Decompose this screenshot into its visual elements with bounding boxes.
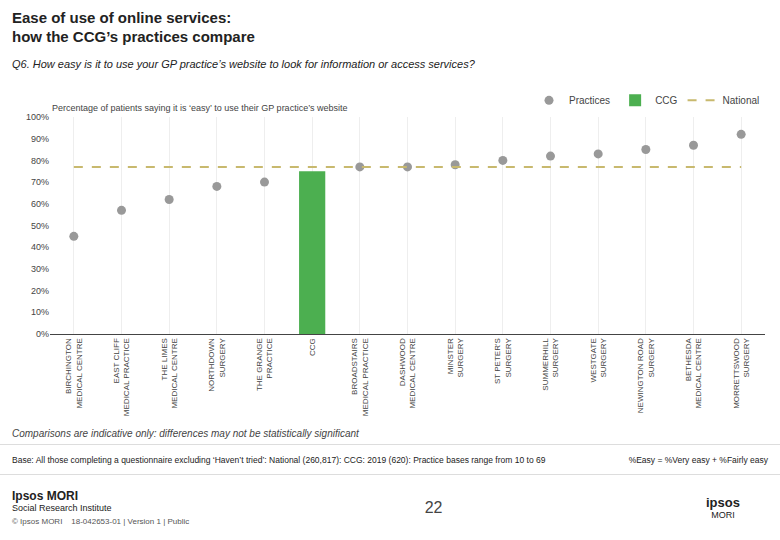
html-text:Ease of use of online services: Ease of use of online services: how the … xyxy=(12,9,255,45)
svg-text:100%: 100% xyxy=(26,112,49,122)
svg-text:NEWINGTON ROADSURGERY: NEWINGTON ROADSURGERY xyxy=(636,338,655,414)
svg-text:THE GRANGEPRACTICE: THE GRANGEPRACTICE xyxy=(255,338,274,391)
svg-text:10%: 10% xyxy=(31,307,49,317)
html-text:%Easy = %Very easy + %Fairly e: %Easy = %Very easy + %Fairly easy xyxy=(628,454,768,465)
html-text:Social Research Institute: Social Research Institute xyxy=(12,503,112,513)
svg-text:80%: 80% xyxy=(31,156,49,166)
html-text:© Ipsos MORI 18-042653-01 | Ve: © Ipsos MORI 18-042653-01 | Version 1 | … xyxy=(12,517,190,526)
html-text:22: 22 xyxy=(424,498,443,516)
svg-text:20%: 20% xyxy=(31,286,49,296)
svg-text:Percentage of patients saying: Percentage of patients saying it is ‘eas… xyxy=(52,103,348,113)
svg-text:30%: 30% xyxy=(31,264,49,274)
svg-text:ST PETER'SSURGERY: ST PETER'SSURGERY xyxy=(493,338,512,385)
svg-text:SUMMERHILLSURGERY: SUMMERHILLSURGERY xyxy=(541,338,560,391)
svg-text:EAST CLIFFMEDICAL PRACTICE: EAST CLIFFMEDICAL PRACTICE xyxy=(112,338,131,416)
svg-text:50%: 50% xyxy=(31,221,49,231)
html-text:ipsos: ipsos xyxy=(706,495,740,510)
svg-text:National: National xyxy=(723,95,760,106)
html-text:Q6. How easy is it to use your: Q6. How easy is it to use your GP practi… xyxy=(12,58,475,70)
svg-text:60%: 60% xyxy=(31,199,49,209)
svg-text:MORRETTSWOODSURGERY: MORRETTSWOODSURGERY xyxy=(732,338,751,409)
svg-text:0%: 0% xyxy=(36,329,49,339)
svg-text:40%: 40% xyxy=(31,242,49,252)
svg-text:NORTHDOWNSURGERY: NORTHDOWNSURGERY xyxy=(207,338,226,392)
html-text:MORI: MORI xyxy=(711,510,735,520)
svg-text:DASHWOODMEDICAL CENTRE: DASHWOODMEDICAL CENTRE xyxy=(398,338,417,409)
html-text:Ipsos MORI: Ipsos MORI xyxy=(12,489,78,503)
svg-text:90%: 90% xyxy=(31,134,49,144)
svg-text:MINSTERSURGERY: MINSTERSURGERY xyxy=(446,338,465,378)
svg-text:THE LIMESMEDICAL CENTRE: THE LIMESMEDICAL CENTRE xyxy=(160,338,179,408)
svg-text:BIRCHINGTONMEDICAL CENTRE: BIRCHINGTONMEDICAL CENTRE xyxy=(64,338,83,409)
svg-text:Practices: Practices xyxy=(569,95,610,106)
svg-text:WESTGATESURGERY: WESTGATESURGERY xyxy=(589,338,608,383)
html-text:Comparisons are indicative onl: Comparisons are indicative only: differe… xyxy=(12,428,359,439)
svg-text:70%: 70% xyxy=(31,177,49,187)
svg-text:BROADSTAIRSMEDICAL PRACTICE: BROADSTAIRSMEDICAL PRACTICE xyxy=(350,338,369,416)
html-text:Base: All those completing a q: Base: All those completing a questionnai… xyxy=(12,454,546,465)
svg-text:BETHESDAMEDICAL CENTRE: BETHESDAMEDICAL CENTRE xyxy=(684,338,703,409)
svg-text:CCG: CCG xyxy=(655,95,677,106)
svg-text:CCG: CCG xyxy=(308,338,317,356)
